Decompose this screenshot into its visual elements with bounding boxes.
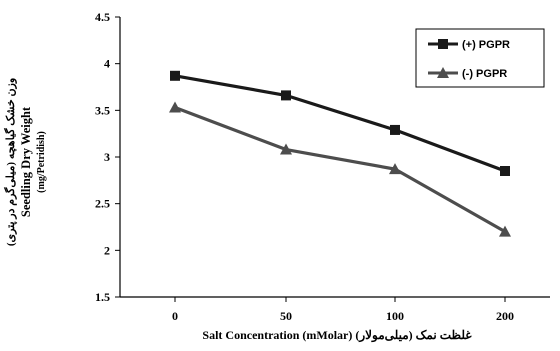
x-axis-ticks: 0 50 100 200 [172,297,514,323]
y-axis-ticks: 1.5 2 2.5 3 3.5 4 4.5 [95,10,120,304]
series-line [174,74,506,173]
data-point-triangle [169,101,181,113]
y-axis-title-persian: وزن خشک گیاهچه (میلی‌گرم در پتری) [3,78,17,246]
legend-item: (-) PGPR [428,67,507,80]
legend-marker [438,39,448,49]
data-point-square [281,90,291,101]
y-tick-label: 3 [104,150,110,164]
y-axis-title: وزن خشک گیاهچه (میلی‌گرم در پتری) Seedli… [3,78,47,246]
data-point-triangle [389,163,401,175]
y-axis-title-english: Seedling Dry Weight [19,106,33,217]
y-tick-label: 1.5 [95,290,110,304]
data-point-triangle [280,143,292,155]
x-axis-title: Salt Concentration (mMolar) (میلی‌مولار)… [202,328,472,343]
series-line [174,106,506,234]
y-tick-label: 4.5 [95,10,110,24]
data-point-triangle [499,225,511,237]
legend-marker [437,67,449,78]
legend: (+) PGPR (-) PGPR [415,28,545,88]
data-point-square [170,70,180,81]
legend-box [415,28,545,88]
y-tick-label: 4 [104,57,110,71]
series-minus-pgpr [169,101,511,237]
x-tick-label: 200 [496,309,514,323]
y-tick-label: 3.5 [95,103,110,117]
legend-item: (+) PGPR [428,39,510,51]
series-plus-pgpr [170,70,510,176]
y-tick-label: 2 [104,243,110,257]
y-axis-title-unit: (mg/Petridish) [36,131,47,193]
legend-label: (-) PGPR [462,68,507,80]
series-layer [169,70,511,237]
data-point-square [500,166,510,176]
x-tick-label: 50 [280,309,292,323]
data-point-square [390,124,400,135]
x-tick-label: 100 [386,309,404,323]
x-tick-label: 0 [172,309,178,323]
legend-label: (+) PGPR [462,39,510,51]
y-tick-label: 2.5 [95,197,110,211]
